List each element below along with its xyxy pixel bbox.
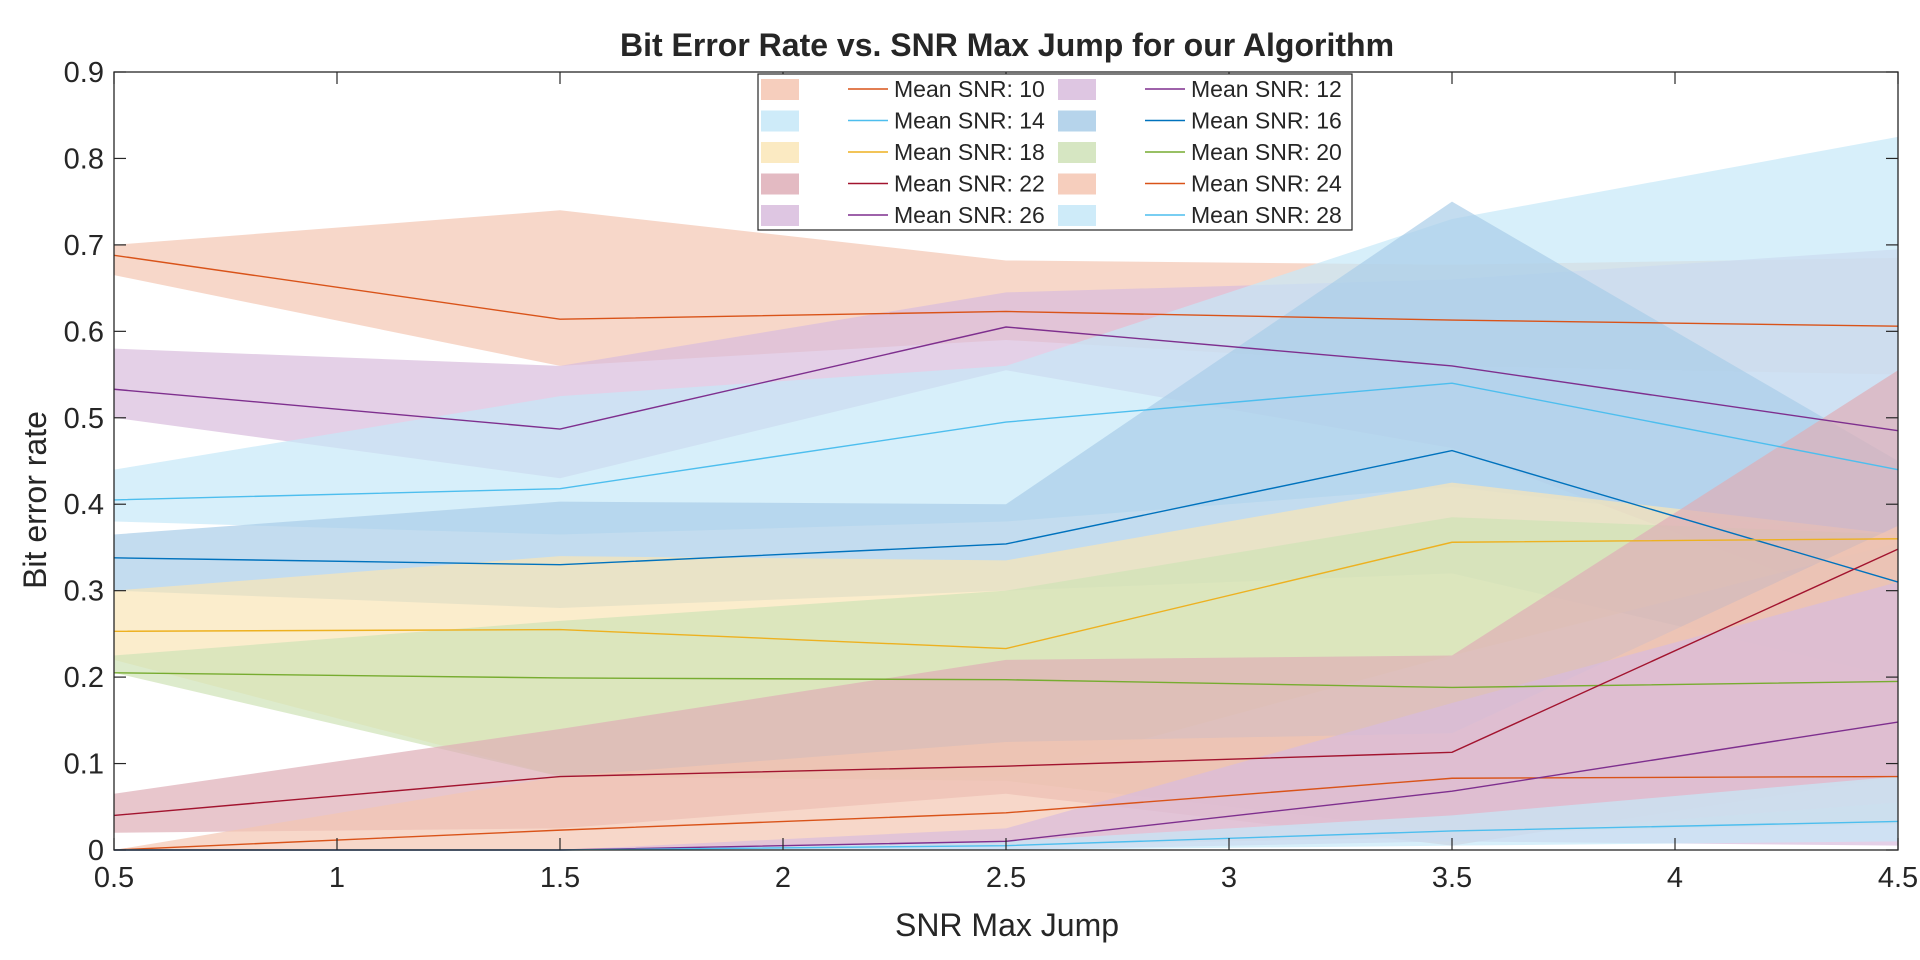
legend-band-swatch [761,205,799,226]
chart-title: Bit Error Rate vs. SNR Max Jump for our … [620,27,1394,63]
legend-band-swatch [1058,79,1096,100]
legend-band-swatch [761,142,799,163]
confidence-bands [114,136,1898,850]
legend-band-swatch [1058,142,1096,163]
legend-label: Mean SNR: 26 [894,202,1045,228]
y-tick-label: 0.6 [64,316,104,348]
y-tick-label: 0.4 [64,489,104,521]
legend-label: Mean SNR: 16 [1191,108,1342,134]
x-tick-label: 2.5 [986,862,1026,894]
y-tick-label: 0.5 [64,403,104,435]
axes: 0.5 1 1.5 2 2.5 3 3.5 4 4.5 0 0.1 0.2 0.3 0.4 0.5 0.6 0.… [64,57,1918,894]
band-series-8 [114,582,1898,850]
y-tick-label: 0.8 [64,143,104,175]
line-series-3 [113,449,1899,583]
legend-label: Mean SNR: 12 [1191,76,1342,102]
x-tick-label: 1.5 [540,862,580,894]
legend-band-swatch [1058,205,1096,226]
legend-band-swatch [761,79,799,100]
x-tick-label: 3 [1221,862,1237,894]
x-tick-label: 0.5 [94,862,134,894]
legend-label: Mean SNR: 20 [1191,139,1342,165]
y-tick-label: 0.9 [64,57,104,89]
mean-lines [113,254,1899,851]
legend-band-swatch [1058,110,1096,132]
line-series-5 [113,672,1899,689]
y-tick-label: 0.1 [64,749,104,781]
y-tick-label: 0 [88,835,104,867]
line-series-7 [113,775,1899,851]
x-tick-label: 3.5 [1432,862,1472,894]
x-tick-label: 4.5 [1878,862,1918,894]
legend-label: Mean SNR: 10 [894,76,1045,102]
legend-label: Mean SNR: 14 [894,108,1045,134]
line-series-1 [113,326,1899,432]
legend-label: Mean SNR: 28 [1191,202,1342,228]
x-tick-label: 4 [1667,862,1683,894]
y-axis-label: Bit error rate [17,411,53,589]
y-tick-label: 0.7 [64,230,104,262]
x-tick-label: 2 [775,862,791,894]
x-axis-label: SNR Max Jump [895,907,1119,943]
legend-label: Mean SNR: 22 [894,171,1045,197]
line-series-0 [113,254,1899,327]
legend-band-swatch [761,173,799,195]
line-series-6 [113,548,1899,817]
line-series-2 [113,382,1899,501]
y-tick-label: 0.2 [64,662,104,694]
line-series-4 [113,538,1899,650]
y-tick-label: 0.3 [64,576,104,608]
legend-label: Mean SNR: 24 [1191,171,1342,197]
legend-label: Mean SNR: 18 [894,139,1045,165]
legend-band-swatch [1058,173,1096,195]
legend-band-swatch [761,110,799,132]
legend: Mean SNR: 10 Mean SNR: 12 Mean SNR: 14 Mean… [757,73,1353,231]
x-tick-label: 1 [329,862,345,894]
